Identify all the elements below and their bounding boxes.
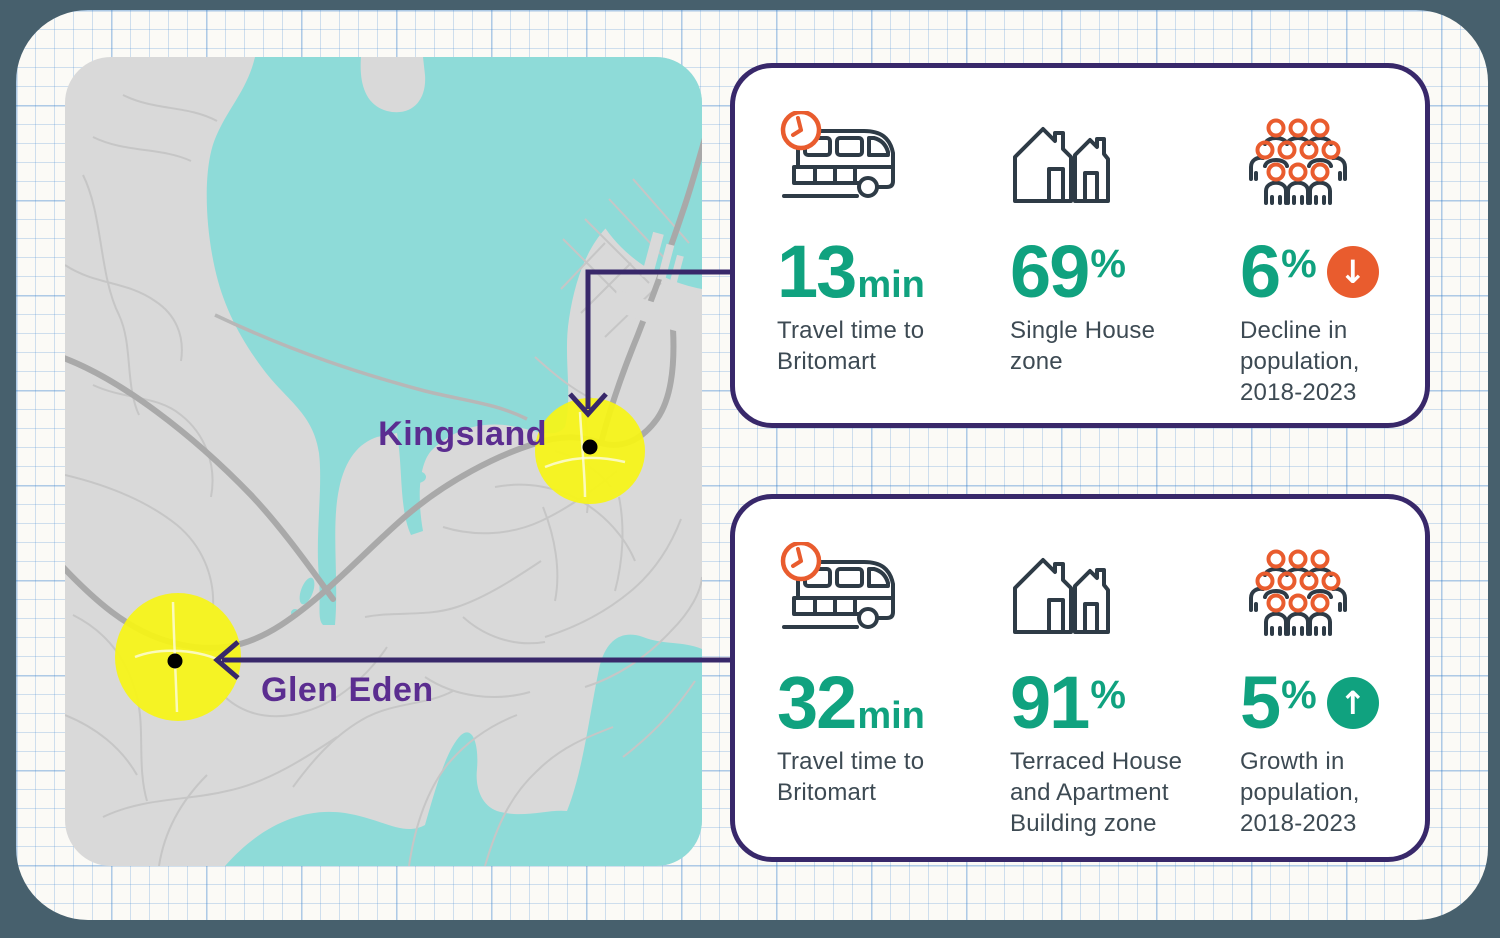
stat-number: 5 (1240, 661, 1281, 744)
stat-value: 69% (1010, 235, 1225, 309)
stat-caption: Travel time to Britomart (777, 317, 925, 375)
coast-road (214, 313, 528, 421)
stat-house-zone: 69% Single House zone (1010, 113, 1225, 377)
kingsland-label: Kingsland (378, 415, 547, 453)
crowd-icon (1240, 544, 1455, 636)
stat-caption: Terraced House and Apartment Building zo… (1010, 748, 1183, 837)
stat-number: 13 (777, 230, 857, 313)
stat-unit: min (857, 264, 925, 306)
stat-unit: % (1090, 673, 1126, 717)
stat-unit: % (1281, 673, 1317, 717)
stat-unit: % (1281, 242, 1317, 286)
houses-icon (1010, 544, 1225, 636)
stat-value: 6% ↓ (1240, 235, 1455, 309)
up-arrow-icon: ↑ (1339, 684, 1367, 722)
stat-unit: % (1090, 242, 1126, 286)
auckland-map: Kingsland Glen Eden (65, 57, 702, 866)
bus-clock-icon (777, 111, 992, 205)
stat-value: 32 min (777, 666, 992, 740)
stat-value: 13 min (777, 235, 992, 309)
stat-house-zone: 91% Terraced House and Apartment Buildin… (1010, 544, 1225, 839)
stat-value: 91% (1010, 666, 1225, 740)
city-basin-water (569, 57, 702, 289)
trend-down-badge: ↓ (1326, 246, 1379, 298)
pond (408, 471, 426, 483)
down-arrow-icon: ↓ (1339, 253, 1367, 291)
stat-unit: min (857, 695, 925, 737)
kingsland-stats-card: 13 min Travel time to Britomart 69% Singl… (730, 63, 1430, 428)
kingsland-marker-dot (582, 439, 598, 455)
bus-clock-icon (777, 542, 992, 636)
trend-up-badge: ↑ (1326, 677, 1379, 729)
manukau-water (225, 634, 702, 866)
stat-number: 91 (1010, 661, 1090, 744)
creek (299, 577, 315, 605)
stat-number: 32 (777, 661, 857, 744)
stat-caption: Travel time to Britomart (777, 748, 925, 806)
glen-eden-marker-dot (167, 653, 183, 669)
houses-icon (1010, 113, 1225, 205)
stat-population: 6% ↓ Decline in population, 2018-2023 (1240, 113, 1455, 408)
creek (321, 595, 333, 615)
waitemata-harbour-water (206, 57, 637, 625)
glen-eden-label: Glen Eden (261, 671, 434, 709)
stat-value: 5% ↑ (1240, 666, 1455, 740)
stat-caption: Decline in population, 2018-2023 (1240, 317, 1360, 406)
stat-number: 6 (1240, 230, 1281, 313)
crowd-icon (1240, 113, 1455, 205)
stat-travel-time: 13 min Travel time to Britomart (777, 111, 992, 377)
stat-caption: Single House zone (1010, 317, 1156, 375)
stat-number: 69 (1010, 230, 1090, 313)
stat-travel-time: 32 min Travel time to Britomart (777, 542, 992, 808)
glen-eden-stats-card: 32 min Travel time to Britomart 91% Terra… (730, 494, 1430, 862)
map-graphic: Kingsland Glen Eden (65, 57, 702, 866)
highlight-streets (134, 411, 626, 713)
stat-caption: Growth in population, 2018-2023 (1240, 748, 1360, 837)
peninsula (360, 57, 426, 113)
stat-population: 5% ↑ Growth in population, 2018-2023 (1240, 544, 1455, 839)
